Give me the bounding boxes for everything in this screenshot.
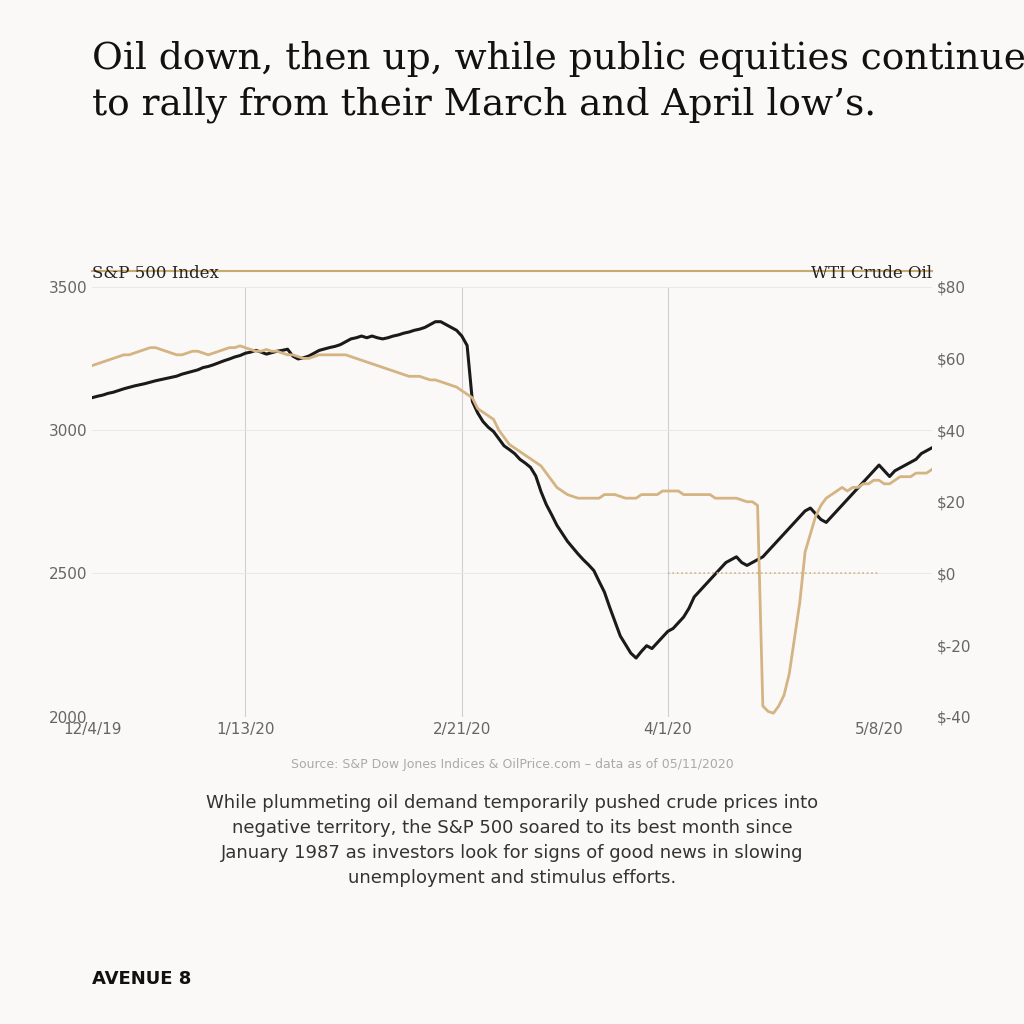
Text: S&P 500 Index: S&P 500 Index xyxy=(92,264,219,282)
Text: Oil down, then up, while public equities continue
to rally from their March and : Oil down, then up, while public equities… xyxy=(92,41,1024,123)
Text: AVENUE 8: AVENUE 8 xyxy=(92,970,191,988)
Text: Source: S&P Dow Jones Indices & OilPrice.com – data as of 05/11/2020: Source: S&P Dow Jones Indices & OilPrice… xyxy=(291,758,733,771)
Text: While plummeting oil demand temporarily pushed crude prices into
negative territ: While plummeting oil demand temporarily … xyxy=(206,794,818,887)
Text: WTI Crude Oil: WTI Crude Oil xyxy=(811,264,932,282)
